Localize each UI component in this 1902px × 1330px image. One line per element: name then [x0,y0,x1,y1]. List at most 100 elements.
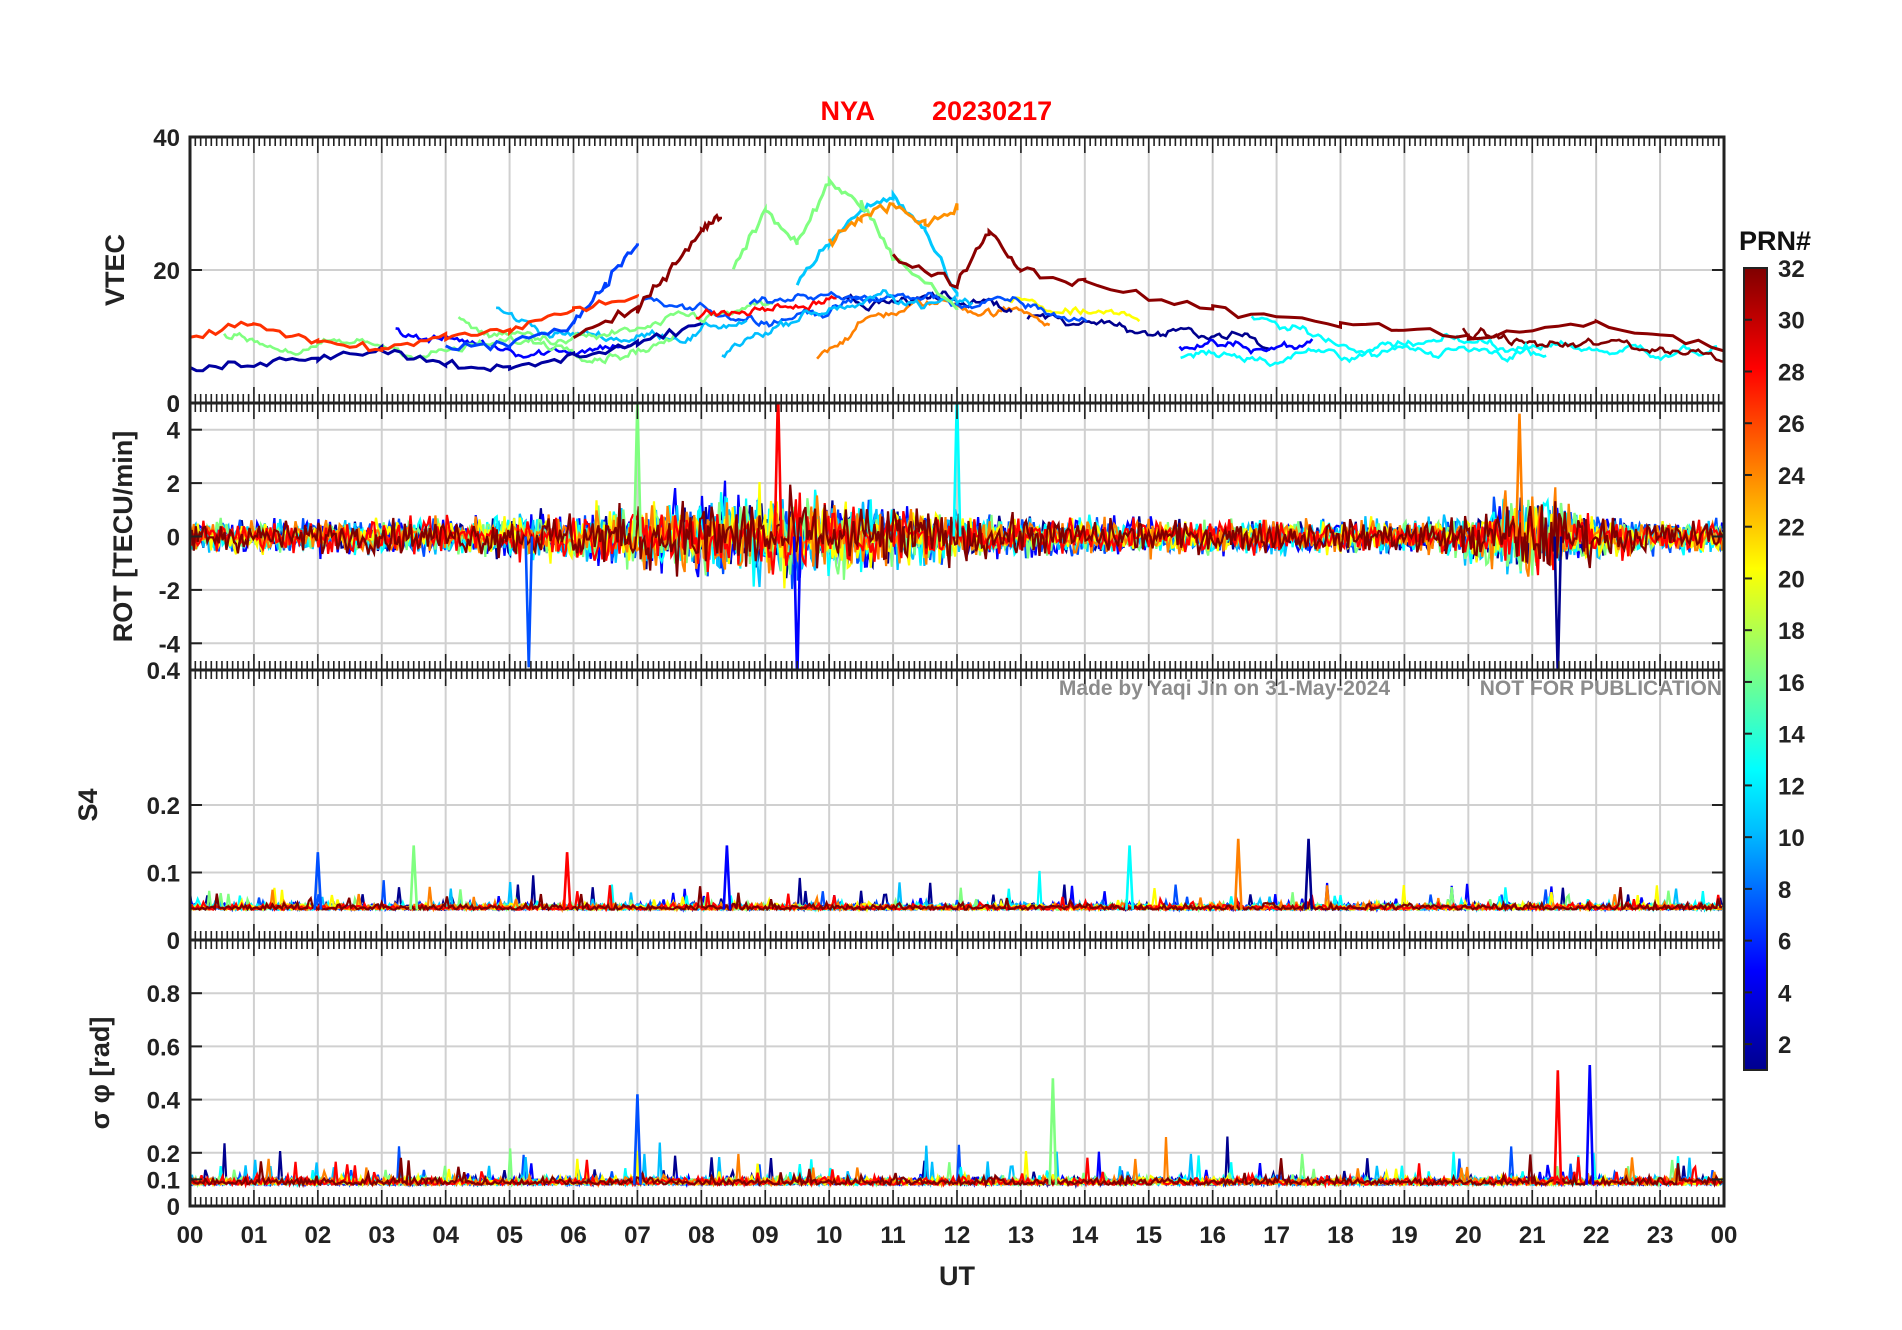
colorbar-tick-label: 2 [1778,1032,1791,1059]
peak-spike [313,852,323,910]
vtec-series-prn-16 [731,175,959,311]
x-tick-label: 15 [1135,1222,1162,1249]
vtec-trace [1005,296,1141,323]
peak-spike [562,852,572,910]
vtec-trace [842,290,1013,314]
y-tick-label: 2 [167,471,180,498]
data-traces [190,403,1724,670]
peak-spike [773,403,783,537]
vtec-trace [496,306,748,344]
x-tick-label: 14 [1071,1222,1098,1249]
chart-title-date: 20230217 [932,96,1052,126]
x-tick-label: 12 [944,1222,971,1249]
chart-title-station: NYA [820,96,875,126]
x-tick-label: 11 [880,1222,905,1249]
y-tick-label: 0.2 [147,1141,180,1168]
y-tick-label: 20 [153,258,180,285]
y-tick-label: 0 [167,525,180,552]
peak-spike [722,845,732,910]
vtec-trace [1461,326,1724,363]
x-tick-label: 04 [432,1222,459,1249]
y-tick-label: 0.1 [147,861,180,888]
vtec-series-prn-31 [891,227,1724,353]
colorbar-tick-label: 24 [1778,463,1805,490]
vtec-trace [816,296,1051,360]
y-tick-label: 0.4 [147,658,181,685]
vtec-trace [643,294,883,328]
x-tick-label: 19 [1391,1222,1418,1249]
vtec-series-prn-2 [190,322,703,373]
vtec-trace [1250,315,1718,363]
vtec-panel: 0 20 40 VTEC [100,125,1726,418]
colorbar-gradient [1743,267,1768,1071]
data-traces [190,1064,1724,1189]
trace-line [190,1154,1723,1189]
vtec-trace [721,289,974,359]
peak-spike [524,536,534,668]
peak-spike [632,403,642,537]
vtec-trace [223,331,676,365]
x-tick-label: 09 [752,1222,779,1249]
y-axis-label: ROT [TECU/min] [108,431,138,642]
sigma-phi-panel: 00.10.2 0.4 0.6 0.8 σ φ [rad] 00 01 02 03 04 05 06 0… [85,938,1738,1249]
vtec-trace [695,294,837,320]
y-tick-label: 0 [167,391,180,418]
vtec-series-prn-6 [445,243,639,352]
y-tick-label: 0.1 [147,1167,180,1194]
y-axis-label: S4 [73,788,103,821]
x-tick-label: 07 [624,1222,651,1249]
peak-spike [1233,838,1243,910]
peak-spike [792,536,802,670]
peak-spike [1585,1064,1595,1185]
vtec-series-prn-28 [190,293,639,353]
y-tick-label: 0.6 [147,1034,180,1061]
x-tick-label: 10 [816,1222,843,1249]
trace-line [190,886,1723,912]
vtec-trace [748,290,1088,323]
x-tick-label: 18 [1327,1222,1354,1249]
y-axis-label: VTEC [100,234,130,306]
colorbar-tick-label: 8 [1778,877,1791,904]
peak-spike [1304,838,1314,910]
y-tick-label: 0.8 [147,981,180,1008]
colorbar-tick-label: 30 [1778,308,1805,335]
peak-spike [1553,536,1563,670]
x-tick-label: 00 [177,1222,204,1249]
vtec-series-prn-22 [827,202,959,249]
x-axis-label: UT [939,1261,975,1291]
colorbar-tick-label: 12 [1778,773,1805,800]
y-tick-label: -2 [159,578,180,605]
watermark-notice: NOT FOR PUBLICATION [1480,677,1722,700]
x-tick-label: 00 [1711,1222,1738,1249]
colorbar-tick-label: 28 [1778,359,1805,386]
x-tick-label: 06 [560,1222,587,1249]
y-axis-label: σ φ [rad] [85,1017,115,1130]
trace-line [190,484,1724,577]
x-tick-label: 17 [1263,1222,1290,1249]
y-tick-label: 0.2 [147,793,180,820]
vtec-series-prn-12 [795,189,959,297]
peak-spike [1553,1070,1563,1185]
watermark-author: Made by Yaqi Jin on 31-May-2024 [1059,677,1390,700]
x-tick-label: 13 [1008,1222,1035,1249]
y-tick-label: 4 [167,418,181,445]
s4-panel: 0 0.1 0.2 0.4 S4 [73,658,1726,955]
x-tick-label: 20 [1455,1222,1482,1249]
colorbar-tick-label: 18 [1778,618,1805,645]
colorbar-tick-label: 16 [1778,670,1805,697]
y-tick-label: -4 [159,631,181,658]
x-tick-label: 05 [496,1222,523,1249]
vtec-trace [1026,312,1272,352]
data-traces [190,175,1724,373]
peak-spike [632,1094,642,1185]
peak-spike [1125,845,1135,910]
data-traces [190,838,1724,913]
y-tick-label: 40 [153,125,180,152]
colorbar-tick-label: 26 [1778,411,1805,438]
peak-spike [1514,413,1524,537]
colorbar-tick-label: 14 [1778,722,1805,749]
colorbar-tick-label: 4 [1778,980,1792,1007]
x-tick-label: 08 [688,1222,715,1249]
